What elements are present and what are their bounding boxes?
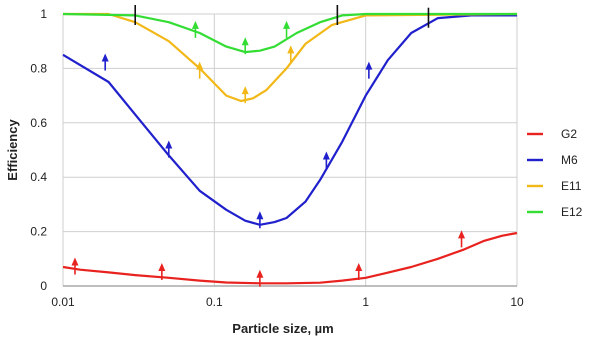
arrow-marker-head: [287, 45, 295, 54]
legend-label: E11: [561, 179, 582, 193]
x-tick-label: 10: [510, 295, 524, 309]
legend: G2 M6 E11 E12: [527, 127, 583, 219]
x-tick-label: 0.1: [206, 295, 223, 309]
arrow-marker-head: [256, 211, 264, 220]
arrow-marker-head: [322, 151, 330, 160]
arrow-marker-head: [241, 86, 249, 95]
arrow-marker-head: [365, 61, 373, 70]
x-tick-labels: 0.01 0.1 1 10: [51, 295, 524, 309]
series-line-e12: [62, 12, 517, 54]
arrow-marker-head: [71, 257, 79, 266]
x-axis-title: Particle size, µm: [232, 321, 333, 336]
y-tick-label: 0.8: [30, 61, 47, 75]
legend-label: M6: [561, 153, 578, 167]
x-tick-label: 1: [362, 295, 369, 309]
y-tick-label: 1: [40, 7, 47, 21]
arrow-marker-head: [241, 37, 249, 46]
tick-markers: [134, 5, 430, 28]
y-tick-label: 0.6: [30, 116, 47, 130]
arrow-marker-head: [355, 262, 363, 271]
arrow-marker-head: [196, 61, 204, 70]
y-axis-title: Efficiency: [5, 119, 20, 181]
y-tick-labels: 0 0.2 0.4 0.6 0.8 1: [30, 7, 47, 293]
series-line-g2: [62, 231, 518, 285]
arrow-marker-head: [256, 269, 264, 278]
arrow-marker-head: [283, 20, 291, 29]
y-tick-label: 0.2: [30, 225, 47, 239]
legend-label: E12: [561, 205, 583, 219]
y-tick-label: 0: [40, 279, 47, 293]
y-tick-label: 0.4: [30, 170, 47, 184]
legend-label: G2: [561, 127, 577, 141]
x-tick-label: 0.01: [51, 295, 75, 309]
series-line-m6: [62, 14, 517, 226]
series-line-e11: [63, 12, 518, 103]
arrow-marker-head: [158, 262, 166, 271]
arrow-marker-head: [458, 230, 466, 239]
arrow-marker-head: [191, 20, 199, 29]
arrow-markers: [71, 20, 466, 287]
arrow-marker-head: [165, 140, 173, 149]
arrow-marker-head: [101, 53, 109, 62]
